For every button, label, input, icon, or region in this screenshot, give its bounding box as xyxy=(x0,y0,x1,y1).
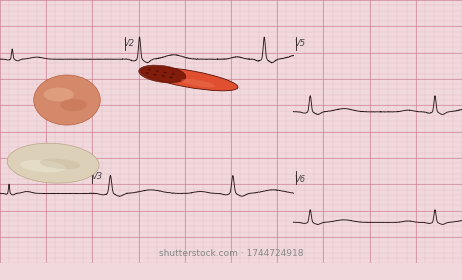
Ellipse shape xyxy=(162,75,164,77)
Ellipse shape xyxy=(20,160,66,172)
Ellipse shape xyxy=(44,88,73,101)
Ellipse shape xyxy=(170,77,173,78)
Text: V5: V5 xyxy=(295,39,306,48)
Text: shutterstock.com · 1744724918: shutterstock.com · 1744724918 xyxy=(159,249,303,258)
Ellipse shape xyxy=(34,75,100,125)
Ellipse shape xyxy=(154,74,157,75)
Ellipse shape xyxy=(141,67,238,91)
Ellipse shape xyxy=(39,158,80,169)
Ellipse shape xyxy=(164,72,167,73)
Ellipse shape xyxy=(181,79,215,87)
Ellipse shape xyxy=(7,143,99,183)
Ellipse shape xyxy=(156,70,159,72)
Ellipse shape xyxy=(171,73,175,75)
Text: V3: V3 xyxy=(91,172,103,181)
Ellipse shape xyxy=(61,99,87,111)
Ellipse shape xyxy=(148,69,151,70)
Text: V2: V2 xyxy=(123,39,134,48)
Ellipse shape xyxy=(146,73,149,74)
Text: V6: V6 xyxy=(295,175,306,184)
Ellipse shape xyxy=(139,65,186,83)
